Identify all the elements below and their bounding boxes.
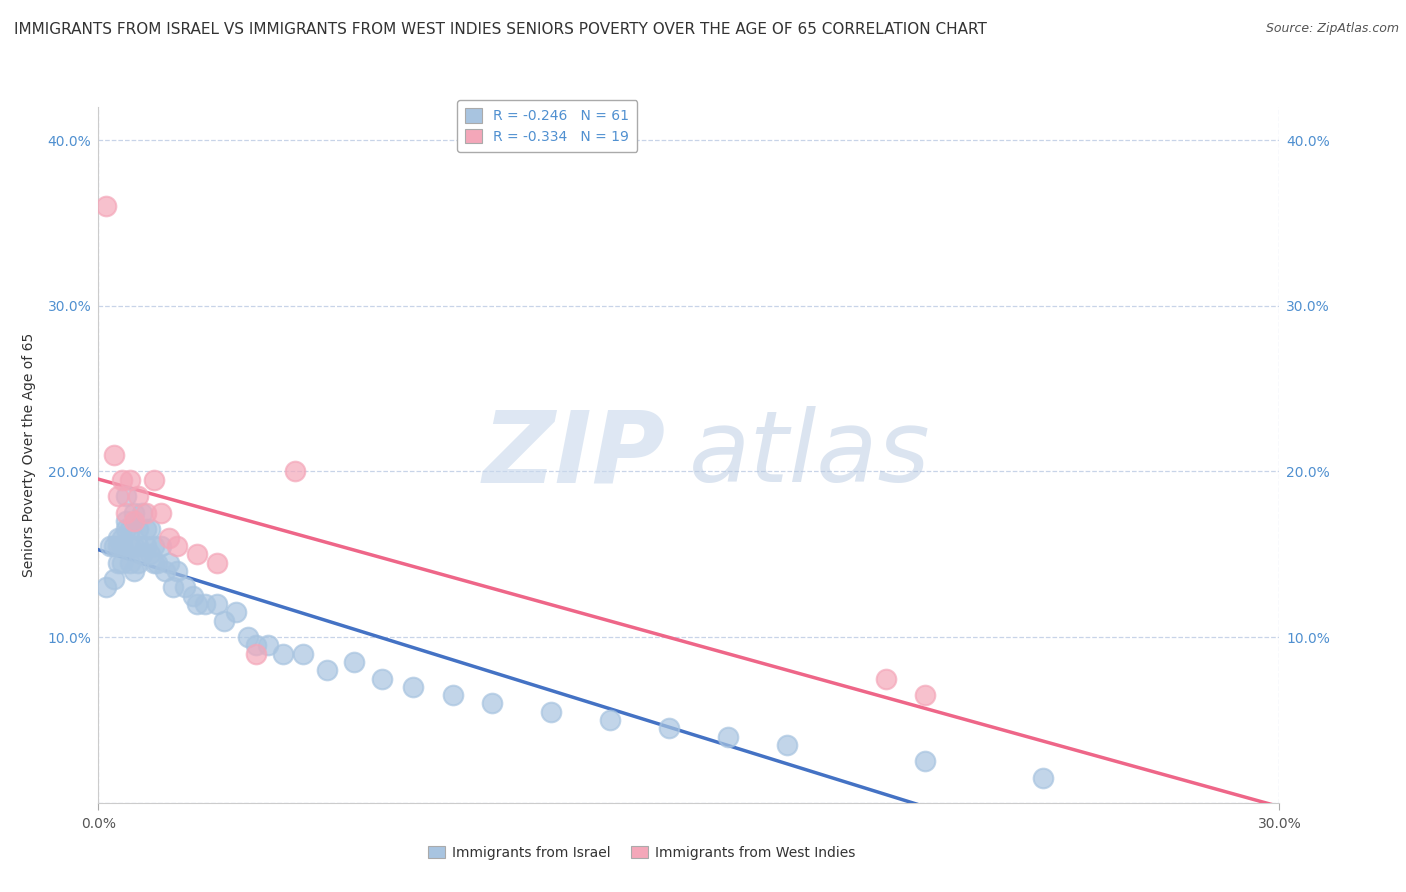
Point [111, 539, 134, 553]
Point [135, 523, 157, 537]
Point [284, 465, 307, 479]
Point [138, 523, 160, 537]
Point [441, 688, 464, 702]
Point [205, 556, 228, 570]
Point [103, 448, 125, 462]
Y-axis label: Seniors Poverty Over the Age of 65: Seniors Poverty Over the Age of 65 [22, 333, 37, 577]
Point [245, 647, 267, 661]
Point [186, 597, 208, 611]
Point [174, 581, 197, 595]
Point [162, 581, 184, 595]
Point [150, 539, 173, 553]
Point [118, 539, 141, 553]
Point [107, 539, 129, 553]
Point [96, 581, 118, 595]
Point [127, 556, 149, 570]
Point [118, 556, 141, 570]
Point [107, 556, 129, 570]
Point [155, 564, 177, 578]
Point [717, 730, 740, 744]
Point [875, 672, 897, 686]
Point [205, 597, 228, 611]
Point [142, 473, 165, 487]
Point [256, 639, 278, 653]
Point [194, 597, 217, 611]
Point [157, 531, 180, 545]
Point [343, 655, 366, 669]
Point [111, 473, 134, 487]
Point [776, 738, 799, 752]
Point [118, 473, 141, 487]
Point [122, 514, 145, 528]
Point [111, 556, 134, 570]
Point [481, 697, 503, 711]
Point [142, 556, 165, 570]
Point [111, 531, 134, 545]
Point [214, 614, 236, 628]
Point [98, 539, 121, 553]
Point [599, 713, 621, 727]
Point [150, 506, 173, 520]
Point [96, 199, 118, 213]
Point [127, 539, 149, 553]
Point [138, 547, 160, 561]
Point [914, 755, 936, 769]
Point [115, 523, 138, 537]
Point [118, 523, 141, 537]
Point [236, 630, 259, 644]
Point [166, 564, 188, 578]
Point [135, 539, 157, 553]
Point [402, 680, 425, 694]
Point [122, 564, 145, 578]
Point [157, 556, 180, 570]
Point [273, 647, 295, 661]
Point [115, 506, 138, 520]
Point [315, 663, 337, 677]
Point [131, 506, 153, 520]
Text: atlas: atlas [689, 407, 931, 503]
Text: IMMIGRANTS FROM ISRAEL VS IMMIGRANTS FROM WEST INDIES SENIORS POVERTY OVER THE A: IMMIGRANTS FROM ISRAEL VS IMMIGRANTS FRO… [14, 22, 987, 37]
Point [127, 489, 149, 503]
Point [135, 506, 157, 520]
Point [122, 506, 145, 520]
Point [115, 489, 138, 503]
Point [107, 531, 129, 545]
Point [371, 672, 394, 686]
Point [186, 547, 208, 561]
Point [181, 589, 204, 603]
Point [245, 639, 267, 653]
Point [166, 539, 188, 553]
Point [292, 647, 315, 661]
Point [107, 489, 129, 503]
Point [146, 556, 169, 570]
Point [115, 514, 138, 528]
Point [142, 539, 165, 553]
Point [914, 688, 936, 702]
Point [103, 572, 125, 586]
Text: Source: ZipAtlas.com: Source: ZipAtlas.com [1265, 22, 1399, 36]
Legend: Immigrants from Israel, Immigrants from West Indies: Immigrants from Israel, Immigrants from … [423, 840, 860, 865]
Point [540, 705, 562, 719]
Text: ZIP: ZIP [482, 407, 665, 503]
Point [131, 547, 153, 561]
Point [1032, 771, 1054, 785]
Point [225, 605, 247, 619]
Point [103, 539, 125, 553]
Point [122, 539, 145, 553]
Point [127, 523, 149, 537]
Point [658, 721, 681, 735]
